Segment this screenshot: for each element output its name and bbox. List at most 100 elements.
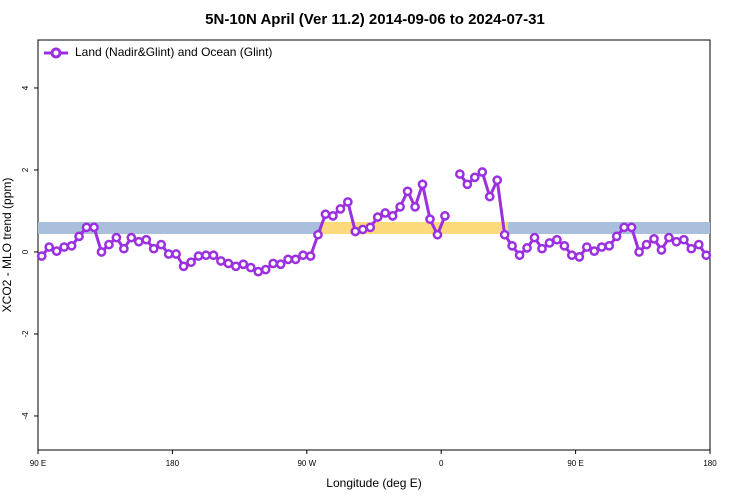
data-point bbox=[178, 261, 189, 272]
data-point bbox=[619, 222, 629, 233]
data-point bbox=[641, 239, 652, 250]
y-tick-label: 4 bbox=[21, 85, 30, 90]
data-point bbox=[216, 256, 226, 266]
data-point bbox=[253, 266, 264, 277]
data-point bbox=[581, 242, 592, 252]
data-point bbox=[268, 258, 279, 269]
data-point bbox=[298, 250, 308, 261]
data-point bbox=[544, 238, 555, 248]
data-point bbox=[693, 239, 704, 250]
data-point bbox=[245, 262, 256, 273]
y-axis-label: XCO2 - MLO trend (ppm) bbox=[0, 178, 14, 313]
data-point bbox=[499, 229, 510, 240]
data-point bbox=[328, 211, 338, 221]
data-point bbox=[148, 243, 159, 254]
data-point bbox=[469, 172, 480, 183]
data-point bbox=[275, 259, 286, 270]
y-tick-label: -4 bbox=[21, 412, 30, 420]
data-point bbox=[664, 232, 674, 243]
data-point bbox=[186, 257, 196, 268]
data-point bbox=[111, 232, 122, 243]
data-point bbox=[193, 251, 204, 261]
data-point bbox=[634, 247, 644, 257]
x-tick-label: 180 bbox=[703, 459, 717, 468]
data-point bbox=[440, 211, 450, 221]
data-point bbox=[402, 186, 413, 197]
data-point bbox=[305, 251, 316, 261]
legend: Land (Nadir&Glint) and Ocean (Glint) bbox=[44, 45, 272, 59]
data-point bbox=[671, 236, 682, 247]
data-point bbox=[410, 202, 420, 212]
x-axis-label: Longitude (deg E) bbox=[326, 476, 421, 490]
y-tick-label: 0 bbox=[21, 249, 30, 254]
data-point bbox=[395, 202, 405, 212]
data-point bbox=[574, 252, 585, 262]
data-point bbox=[81, 222, 92, 233]
data-point bbox=[335, 204, 346, 214]
data-point bbox=[372, 212, 383, 222]
data-point bbox=[529, 232, 540, 243]
legend-marker bbox=[50, 47, 62, 59]
x-tick-label: 90 E bbox=[30, 459, 46, 468]
data-point bbox=[604, 240, 615, 251]
data-point bbox=[141, 234, 152, 245]
data-point bbox=[89, 222, 99, 233]
data-point bbox=[223, 258, 234, 269]
data-point bbox=[589, 246, 600, 256]
x-tick-label: 90 W bbox=[297, 459, 316, 468]
data-point bbox=[686, 243, 697, 254]
data-point bbox=[484, 191, 495, 202]
data-point bbox=[126, 232, 137, 243]
data-point bbox=[522, 243, 532, 253]
y-tick-label: 2 bbox=[21, 167, 30, 172]
data-point bbox=[51, 246, 62, 256]
y-tick-label: -2 bbox=[21, 330, 30, 338]
data-point bbox=[365, 222, 376, 233]
data-point bbox=[350, 226, 361, 237]
x-tick-label: 0 bbox=[439, 459, 444, 468]
data-point bbox=[567, 250, 577, 261]
data-point bbox=[283, 254, 293, 265]
legend-label: Land (Nadir&Glint) and Ocean (Glint) bbox=[75, 45, 272, 59]
data-point bbox=[44, 242, 55, 252]
data-point bbox=[626, 222, 637, 233]
data-point bbox=[96, 247, 107, 257]
data-point bbox=[320, 209, 331, 220]
data-point bbox=[514, 250, 525, 261]
data-point bbox=[552, 234, 562, 245]
data-point bbox=[104, 239, 114, 250]
data-point bbox=[492, 175, 503, 186]
data-point bbox=[171, 249, 181, 259]
data-point bbox=[596, 242, 607, 252]
data-point bbox=[649, 234, 659, 244]
data-point bbox=[59, 242, 69, 252]
data-point bbox=[656, 245, 667, 255]
data-point bbox=[260, 264, 271, 275]
data-point bbox=[455, 169, 465, 179]
data-point bbox=[133, 236, 144, 247]
data-point bbox=[611, 231, 622, 242]
data-point bbox=[387, 211, 398, 221]
data-point bbox=[238, 259, 249, 270]
data-point bbox=[462, 179, 473, 190]
data-point bbox=[163, 249, 174, 259]
data-point bbox=[380, 208, 391, 218]
data-point bbox=[679, 234, 689, 245]
data-point bbox=[313, 229, 323, 240]
data-point bbox=[425, 214, 435, 225]
data-point bbox=[701, 250, 712, 261]
data-point bbox=[66, 240, 77, 251]
data-point bbox=[290, 254, 301, 265]
data-point bbox=[559, 240, 570, 251]
data-point bbox=[231, 261, 241, 272]
data-point bbox=[201, 250, 211, 261]
data-point bbox=[357, 224, 368, 235]
data-point bbox=[36, 251, 47, 261]
data-point bbox=[119, 243, 129, 254]
data-point bbox=[74, 231, 84, 242]
data-point bbox=[156, 239, 167, 250]
x-tick-label: 90 E bbox=[567, 459, 583, 468]
data-point bbox=[537, 243, 547, 254]
data-point bbox=[507, 240, 517, 251]
